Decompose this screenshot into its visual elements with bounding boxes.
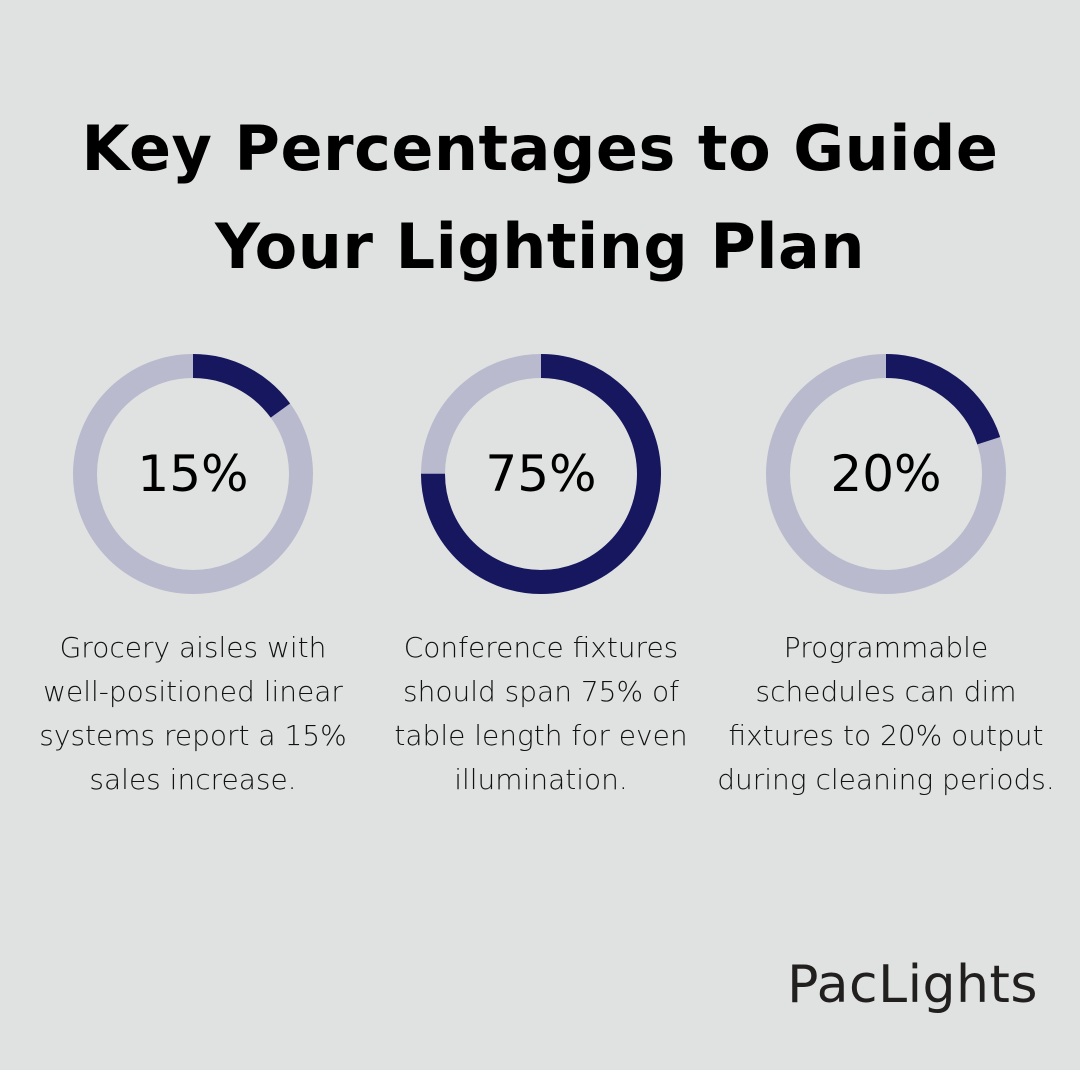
stat-description: Programmable schedules can dim fixtures … — [717, 631, 1055, 796]
stat-card-3: 20% Programmable schedules can dim fixtu… — [716, 352, 1056, 802]
donut-value-arc — [766, 354, 1006, 594]
donut-chart: 15% — [71, 352, 315, 596]
donut-label: 75% — [485, 445, 597, 503]
stat-description: Grocery aisles with well-positioned line… — [39, 631, 347, 796]
donut-value-arc — [73, 354, 313, 594]
donut-label: 20% — [830, 445, 942, 503]
stat-card-2: 75% Conference fixtures should span 75% … — [371, 352, 711, 802]
title-line-2: Your Lighting Plan — [214, 210, 866, 283]
donut-chart: 20% — [764, 352, 1008, 596]
title-line-1: Key Percentages to Guide — [81, 112, 999, 185]
stat-description: Conference fixtures should span 75% of t… — [394, 631, 688, 796]
donut-value-arc — [421, 354, 661, 594]
donut-label: 15% — [137, 445, 249, 503]
donut-chart: 75% — [419, 352, 663, 596]
page-title: Key Percentages to Guide Your Lighting P… — [0, 100, 1080, 296]
paclights-logo: PacLights — [787, 955, 1038, 1015]
stat-card-1: 15% Grocery aisles with well-positioned … — [23, 352, 363, 802]
